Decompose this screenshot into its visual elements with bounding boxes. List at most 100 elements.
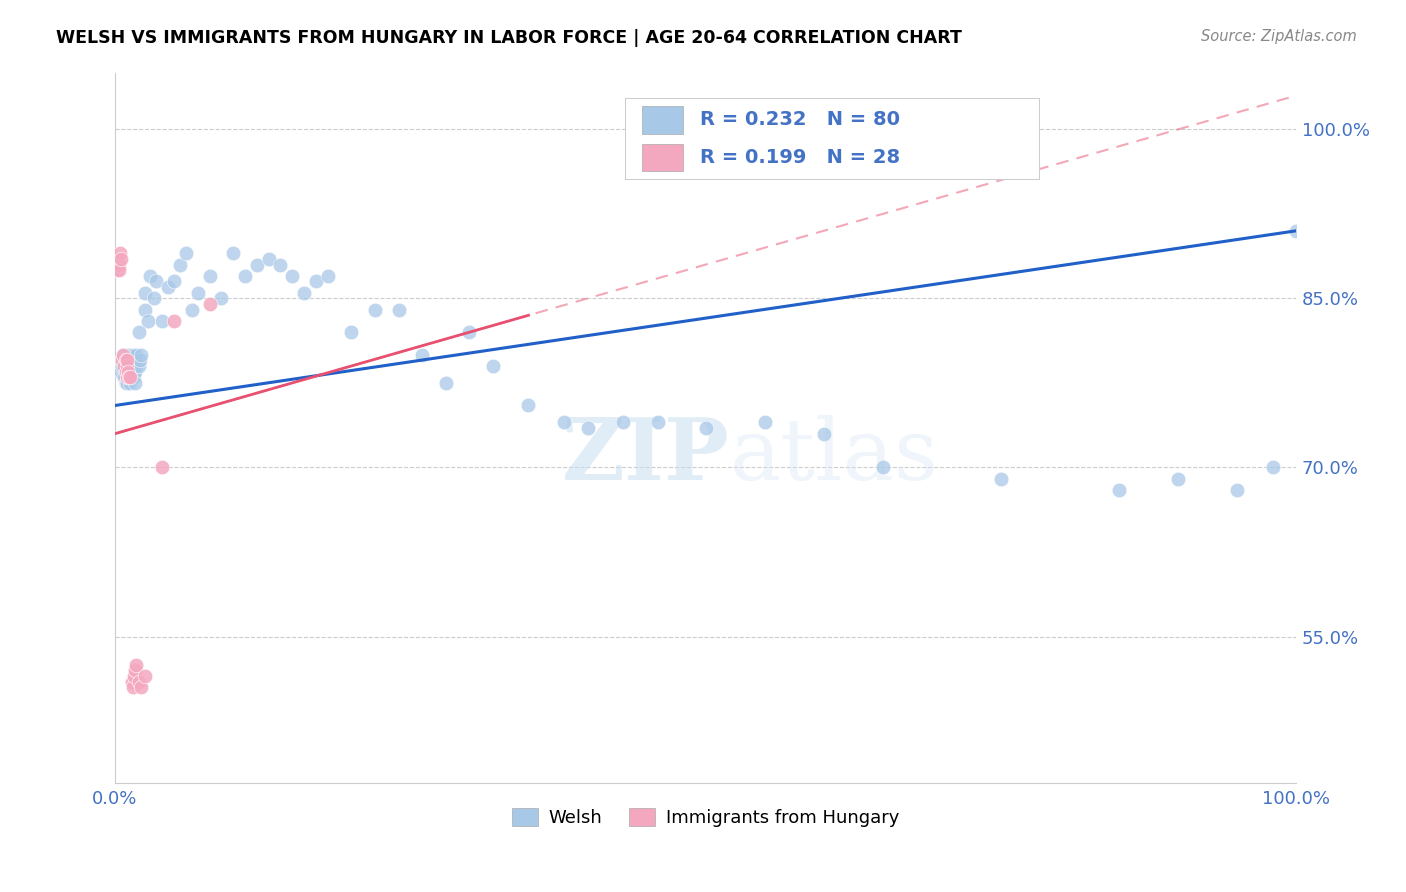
Point bbox=[257, 252, 280, 266]
Point bbox=[139, 268, 162, 283]
Point bbox=[121, 348, 143, 362]
Text: atlas: atlas bbox=[730, 415, 938, 498]
Text: WELSH VS IMMIGRANTS FROM HUNGARY IN LABOR FORCE | AGE 20-64 CORRELATION CHART: WELSH VS IMMIGRANTS FROM HUNGARY IN LABO… bbox=[56, 29, 962, 46]
Point bbox=[110, 365, 132, 379]
Point bbox=[121, 370, 143, 384]
Point bbox=[1226, 483, 1249, 497]
Point bbox=[111, 359, 134, 373]
Point bbox=[114, 353, 136, 368]
Point bbox=[115, 370, 138, 384]
Point bbox=[108, 246, 131, 260]
Point bbox=[990, 472, 1012, 486]
Point bbox=[136, 314, 159, 328]
Point bbox=[124, 376, 146, 390]
Point bbox=[111, 353, 134, 368]
Point bbox=[129, 680, 152, 694]
Point bbox=[163, 275, 186, 289]
Point bbox=[1261, 460, 1284, 475]
Point bbox=[128, 359, 150, 373]
Point bbox=[134, 285, 156, 300]
Legend: Welsh, Immigrants from Hungary: Welsh, Immigrants from Hungary bbox=[505, 801, 905, 834]
Point bbox=[129, 348, 152, 362]
Point bbox=[482, 359, 505, 373]
Point bbox=[150, 460, 173, 475]
Point bbox=[754, 416, 776, 430]
Point bbox=[105, 252, 128, 266]
Point bbox=[110, 252, 132, 266]
Point bbox=[145, 275, 167, 289]
Point bbox=[281, 268, 304, 283]
Point bbox=[612, 416, 634, 430]
Point bbox=[122, 359, 145, 373]
Point bbox=[112, 348, 135, 362]
Point bbox=[115, 359, 138, 373]
Point bbox=[517, 399, 540, 413]
Point bbox=[174, 246, 197, 260]
Point bbox=[125, 657, 148, 672]
Point bbox=[233, 268, 256, 283]
Point bbox=[292, 285, 315, 300]
Point bbox=[157, 280, 180, 294]
Point bbox=[117, 365, 139, 379]
Point bbox=[163, 314, 186, 328]
Point bbox=[169, 258, 191, 272]
Point bbox=[128, 353, 150, 368]
Point bbox=[107, 263, 129, 277]
Point bbox=[114, 370, 136, 384]
Point bbox=[458, 325, 481, 339]
Point bbox=[115, 359, 138, 373]
Point bbox=[110, 353, 132, 368]
Point bbox=[576, 421, 599, 435]
Point bbox=[134, 302, 156, 317]
Point bbox=[115, 376, 138, 390]
Point bbox=[128, 325, 150, 339]
Point bbox=[120, 365, 142, 379]
Point bbox=[125, 359, 148, 373]
Point bbox=[121, 680, 143, 694]
Point bbox=[118, 370, 141, 384]
Point bbox=[1167, 472, 1189, 486]
Point bbox=[198, 268, 221, 283]
Point bbox=[122, 370, 145, 384]
Point bbox=[114, 365, 136, 379]
Point bbox=[115, 353, 138, 368]
Point bbox=[114, 359, 136, 373]
Point bbox=[118, 348, 141, 362]
Text: Source: ZipAtlas.com: Source: ZipAtlas.com bbox=[1201, 29, 1357, 44]
Point bbox=[128, 674, 150, 689]
Point bbox=[695, 421, 717, 435]
Point bbox=[340, 325, 363, 339]
Point bbox=[222, 246, 245, 260]
Point bbox=[118, 365, 141, 379]
Point bbox=[105, 263, 128, 277]
Point bbox=[107, 258, 129, 272]
Text: ZIP: ZIP bbox=[561, 415, 730, 499]
Point bbox=[246, 258, 269, 272]
Point bbox=[120, 376, 142, 390]
Point bbox=[434, 376, 457, 390]
Point bbox=[134, 669, 156, 683]
Point bbox=[553, 416, 575, 430]
Point bbox=[121, 674, 143, 689]
Point bbox=[209, 292, 232, 306]
Point bbox=[125, 348, 148, 362]
Point bbox=[143, 292, 166, 306]
Point bbox=[112, 348, 135, 362]
Point bbox=[118, 359, 141, 373]
Point bbox=[872, 460, 894, 475]
Point bbox=[115, 353, 138, 368]
Point bbox=[115, 365, 138, 379]
Point bbox=[121, 359, 143, 373]
Point bbox=[1108, 483, 1130, 497]
Point bbox=[813, 426, 835, 441]
Point bbox=[114, 353, 136, 368]
Point bbox=[122, 669, 145, 683]
Point bbox=[120, 370, 142, 384]
Point bbox=[387, 302, 409, 317]
Point bbox=[187, 285, 209, 300]
Point bbox=[198, 297, 221, 311]
Point bbox=[411, 348, 433, 362]
Point bbox=[305, 275, 328, 289]
Point bbox=[316, 268, 339, 283]
Point bbox=[269, 258, 291, 272]
